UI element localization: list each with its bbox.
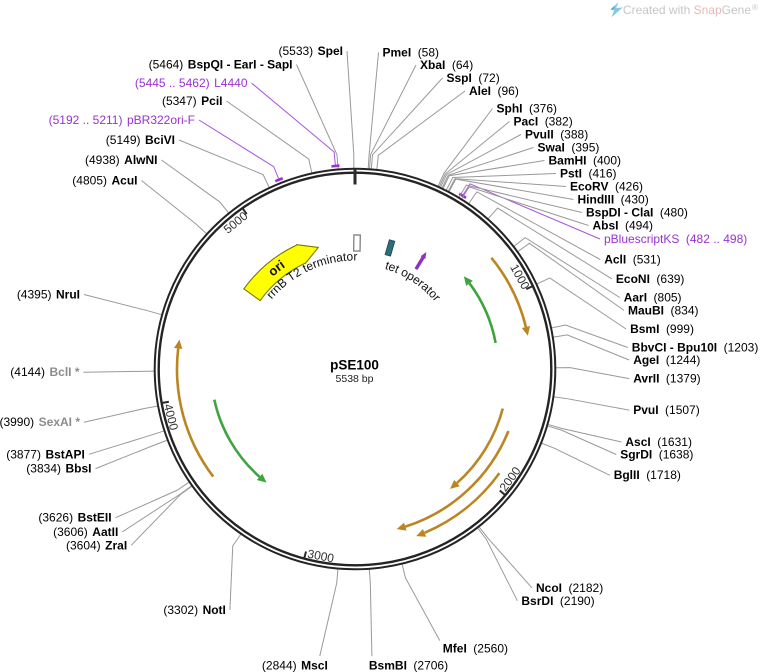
svg-text:BsrDI(2190): BsrDI (2190) xyxy=(521,594,594,608)
svg-text:4000: 4000 xyxy=(161,402,181,432)
svg-text:pBluescriptKS(482 .. 498): pBluescriptKS (482 .. 498) xyxy=(604,232,747,246)
svg-text:SphI(376): SphI (376) xyxy=(497,102,558,116)
svg-text:AscI(1631): AscI (1631) xyxy=(625,435,692,449)
svg-text:AarI(805): AarI (805) xyxy=(624,291,682,305)
svg-text:AvrII(1379): AvrII (1379) xyxy=(633,372,700,386)
svg-text:SspI(72): SspI (72) xyxy=(447,71,500,85)
svg-text:(4938)AlwNI: (4938) AlwNI xyxy=(85,153,158,167)
svg-text:MfeI(2560): MfeI (2560) xyxy=(443,642,508,656)
svg-text:AgeI(1244): AgeI (1244) xyxy=(633,353,700,367)
svg-text:®: ® xyxy=(752,3,758,12)
svg-text:HindIII(430): HindIII (430) xyxy=(578,193,649,207)
svg-text:BsmBI(2706): BsmBI (2706) xyxy=(369,659,448,672)
svg-text:PacI(382): PacI (382) xyxy=(514,115,573,129)
svg-text:(5347)PciI: (5347) PciI xyxy=(162,94,223,108)
svg-text:(5149)BciVI: (5149) BciVI xyxy=(106,133,175,147)
svg-text:(5464)BspQI - EarI - SapI: (5464) BspQI - EarI - SapI xyxy=(149,58,293,72)
svg-text:3000: 3000 xyxy=(306,547,335,566)
svg-text:(3606)AatII: (3606) AatII xyxy=(53,525,118,539)
svg-text:BsmI(999): BsmI (999) xyxy=(630,322,694,336)
svg-text:(2844)MscI: (2844) MscI xyxy=(262,659,328,672)
svg-text:(3302)NotI: (3302) NotI xyxy=(163,603,226,617)
svg-text:(5192 .. 5211)pBR322ori-F: (5192 .. 5211) pBR322ori-F xyxy=(49,113,195,127)
svg-text:(3604)ZraI: (3604) ZraI xyxy=(66,538,127,552)
svg-text:AleI(96): AleI (96) xyxy=(469,84,519,98)
svg-text:PmeI(58): PmeI (58) xyxy=(383,46,440,60)
svg-text:(3834)BbsI: (3834) BbsI xyxy=(26,462,91,476)
svg-text:(3626)BstEII: (3626) BstEII xyxy=(38,511,111,525)
svg-text:(5445 .. 5462)L4440: (5445 .. 5462) L4440 xyxy=(135,76,248,90)
svg-text:BamHI(400): BamHI (400) xyxy=(549,154,622,168)
svg-text:EcoNI(639): EcoNI (639) xyxy=(616,272,685,286)
svg-text:(4395)NruI: (4395) NruI xyxy=(17,288,80,302)
svg-text:AclI(531): AclI (531) xyxy=(604,253,661,267)
svg-text:(3877)BstAPI: (3877) BstAPI xyxy=(6,447,85,461)
svg-text:(4805)AcuI: (4805) AcuI xyxy=(72,174,137,188)
svg-text:SwaI(395): SwaI (395) xyxy=(538,141,600,155)
svg-text:(5533)SpeI: (5533) SpeI xyxy=(278,44,343,58)
svg-text:(3990)SexAI *: (3990) SexAI * xyxy=(0,415,80,429)
svg-text:5538 bp: 5538 bp xyxy=(336,373,374,385)
svg-text:BglII(1718): BglII (1718) xyxy=(614,468,681,482)
svg-text:PvuII(388): PvuII (388) xyxy=(525,128,588,142)
svg-text:pSE100: pSE100 xyxy=(330,358,379,373)
svg-text:XbaI(64): XbaI (64) xyxy=(420,58,473,72)
svg-text:(4144)BclI *: (4144) BclI * xyxy=(10,365,80,379)
svg-text:EcoRV(426): EcoRV (426) xyxy=(570,180,643,194)
svg-text:MauBI(834): MauBI (834) xyxy=(628,303,699,317)
svg-text:AbsI(494): AbsI (494) xyxy=(593,219,654,233)
svg-text:BbvCI - Bpu10I(1203): BbvCI - Bpu10I (1203) xyxy=(632,341,759,355)
svg-text:PvuI(1507): PvuI (1507) xyxy=(633,403,700,417)
svg-text:PstI(416): PstI (416) xyxy=(560,167,617,181)
svg-text:NcoI(2182): NcoI (2182) xyxy=(536,581,603,595)
svg-text:BspDI - ClaI(480): BspDI - ClaI (480) xyxy=(586,206,688,220)
svg-text:Created with SnapGene: Created with SnapGene xyxy=(623,3,751,17)
svg-text:SgrDI(1638): SgrDI (1638) xyxy=(620,448,693,462)
